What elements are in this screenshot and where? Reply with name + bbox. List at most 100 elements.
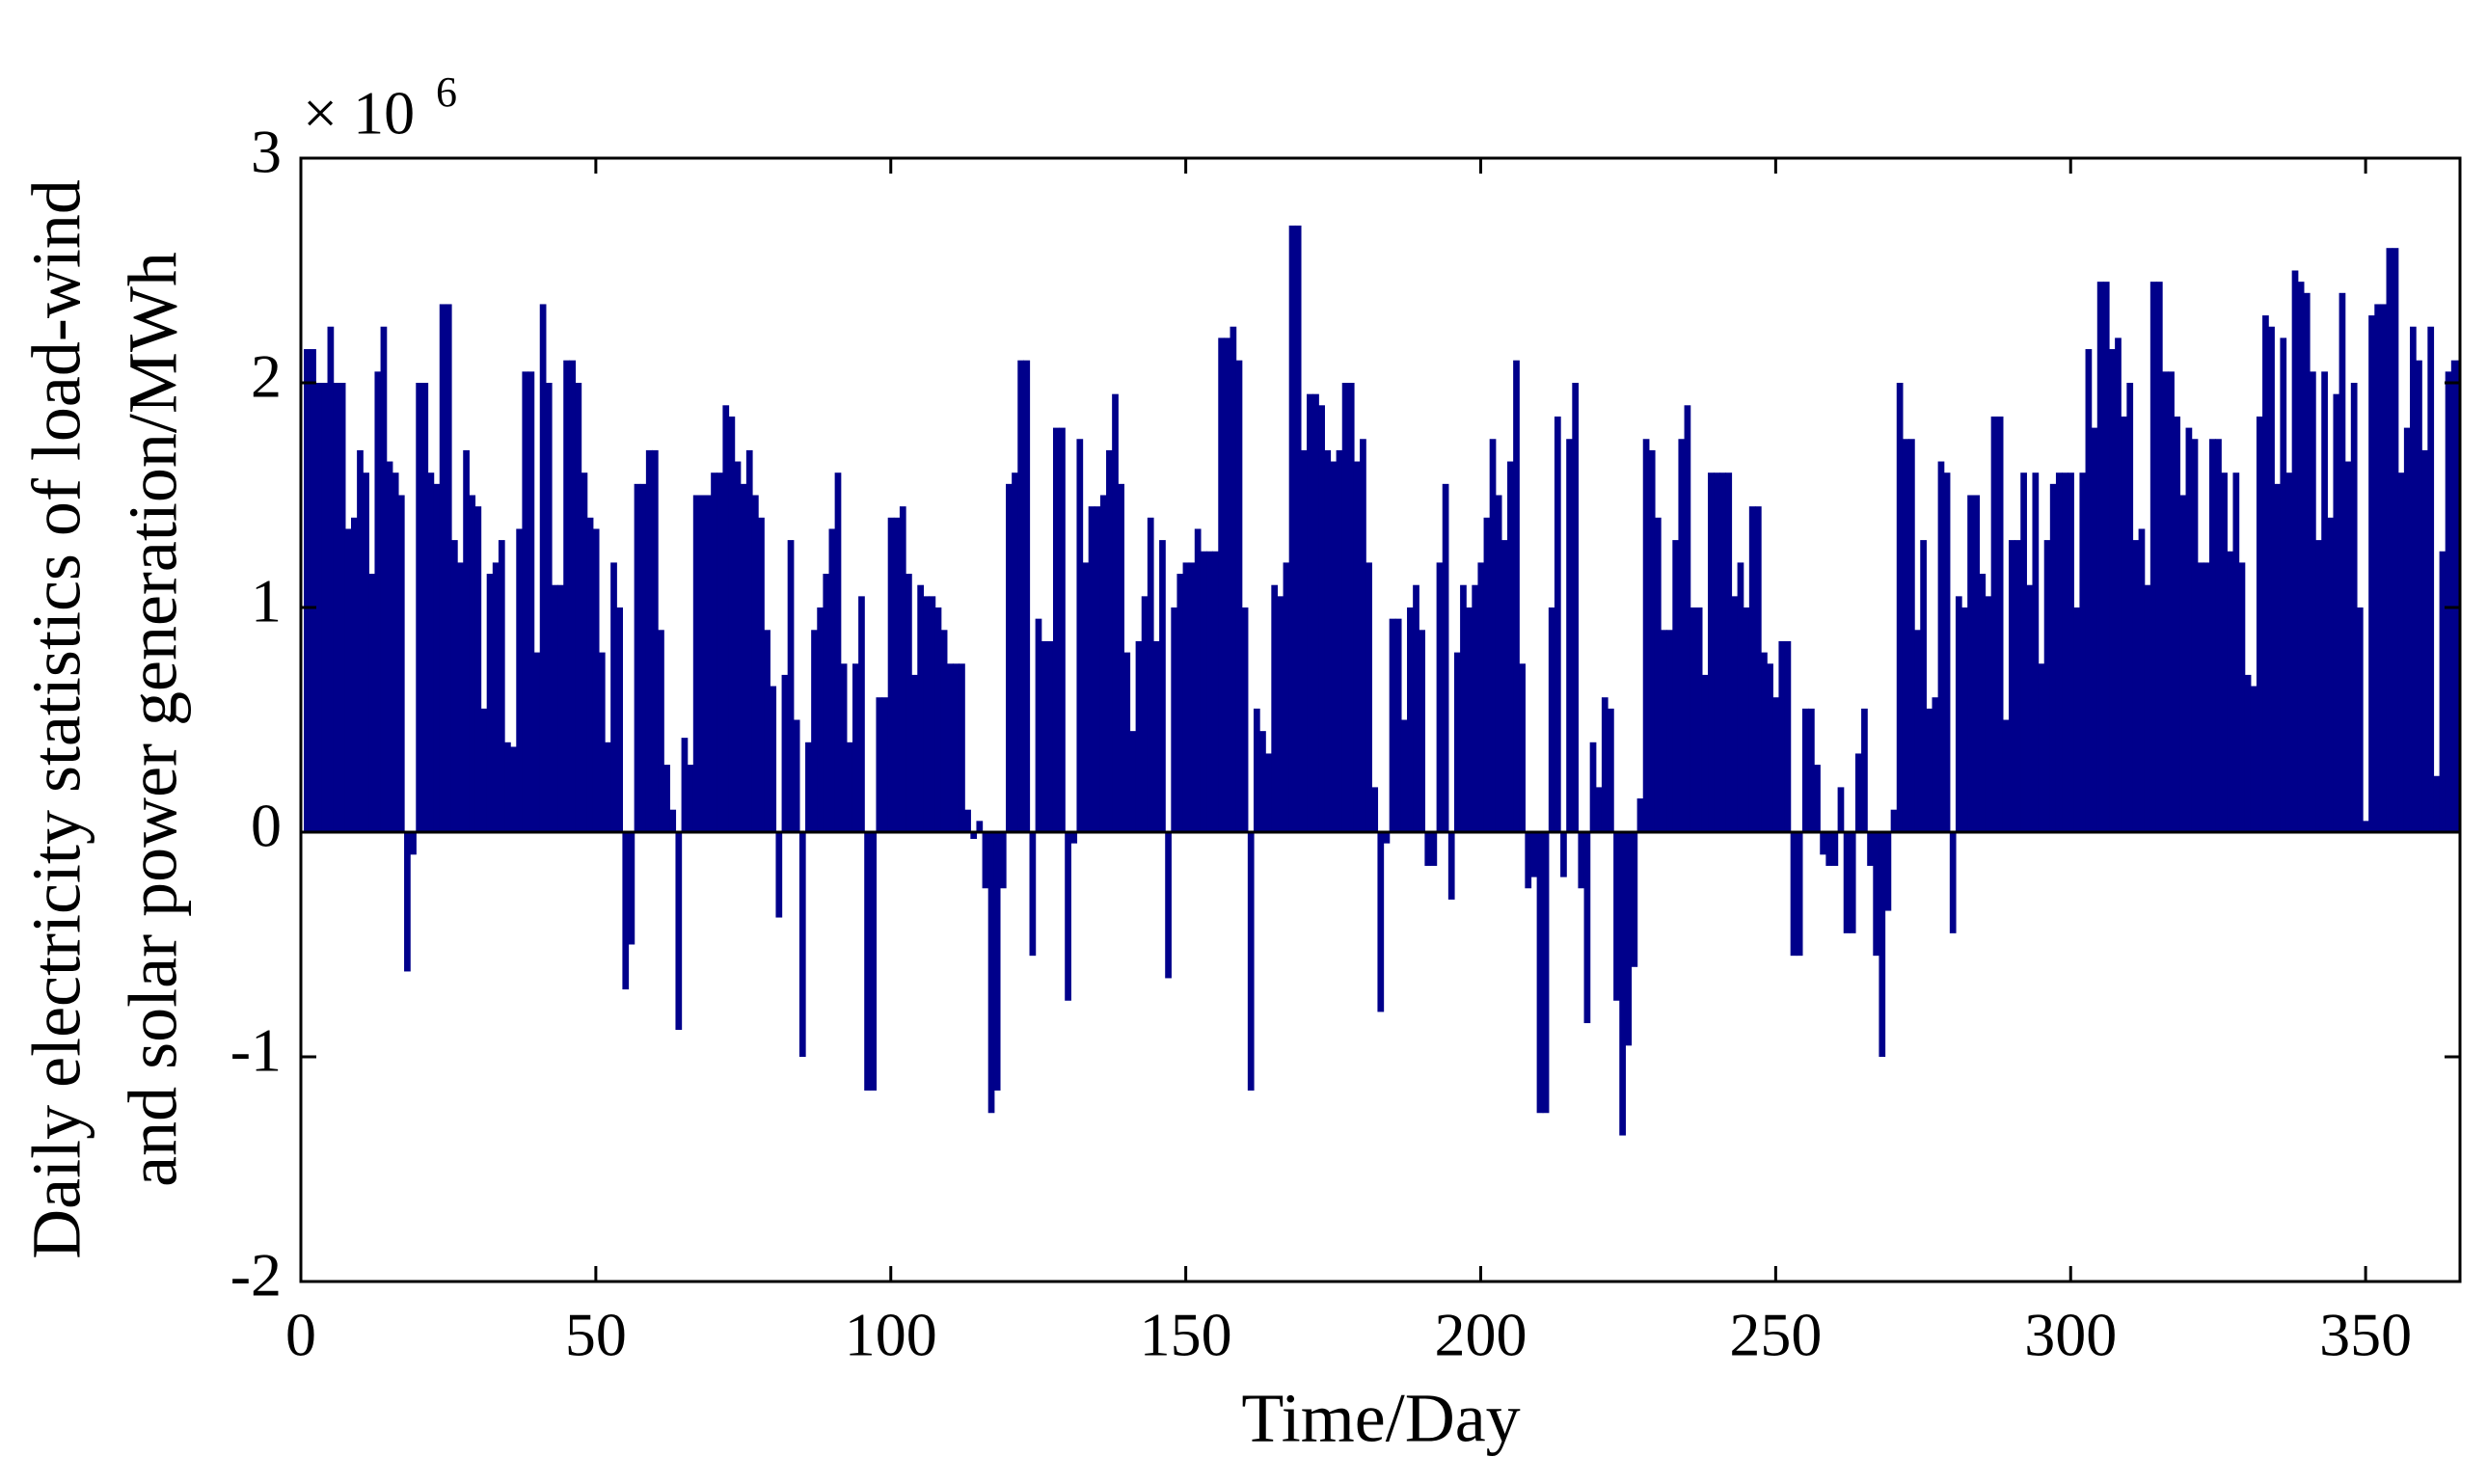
bar	[1731, 596, 1739, 832]
bar	[1082, 562, 1090, 832]
bar	[2174, 416, 2181, 832]
bar	[2439, 551, 2446, 832]
bar	[1613, 832, 1620, 1001]
bar	[1235, 360, 1243, 832]
bar	[1112, 393, 1119, 832]
bar	[2397, 472, 2405, 832]
bar	[2096, 282, 2104, 832]
bar	[1489, 439, 1497, 832]
x-tick-label: 250	[1729, 1301, 1822, 1369]
bar	[2427, 326, 2435, 832]
bar	[469, 495, 476, 832]
bar	[846, 742, 853, 832]
bar	[1648, 449, 1656, 832]
bar	[592, 528, 600, 832]
bar	[2262, 315, 2269, 833]
bar	[2032, 472, 2040, 832]
bar	[1383, 832, 1391, 844]
bar	[970, 832, 978, 839]
bar	[344, 528, 352, 832]
axis-multiplier: × 10	[303, 79, 415, 148]
bar	[692, 495, 700, 832]
bar	[1572, 383, 1580, 832]
bar	[2020, 472, 2027, 832]
bar	[1608, 708, 1614, 832]
x-tick-label: 200	[1434, 1301, 1527, 1369]
bar	[350, 517, 358, 832]
x-tick-label: 50	[565, 1301, 627, 1369]
bar	[2009, 540, 2015, 832]
bar	[1200, 551, 1207, 832]
bar	[1307, 393, 1313, 832]
bar	[1360, 439, 1366, 832]
bar	[1530, 832, 1538, 877]
bar	[1341, 383, 1349, 832]
bar	[1283, 562, 1290, 832]
bar	[2138, 528, 2146, 832]
bar	[1654, 517, 1662, 832]
bar	[2043, 540, 2051, 832]
bar	[1460, 584, 1467, 832]
bar	[1371, 787, 1379, 832]
bar	[1990, 416, 1998, 832]
bar	[545, 383, 553, 832]
bar	[1194, 528, 1202, 832]
bar	[2102, 282, 2110, 832]
bar	[581, 472, 588, 832]
bar	[2115, 337, 2122, 832]
bar	[2232, 472, 2240, 832]
bar	[745, 449, 753, 832]
bar	[1884, 832, 1892, 911]
bar	[1820, 832, 1826, 855]
bar	[1854, 753, 1862, 832]
bar	[1808, 708, 1815, 832]
bar	[2363, 821, 2369, 832]
bar	[433, 483, 441, 832]
bar	[1708, 472, 1715, 832]
x-axis-label: Time/Day	[1241, 1380, 1520, 1457]
bar	[1560, 832, 1567, 877]
bar	[605, 742, 611, 832]
bar	[610, 562, 617, 832]
bar	[1973, 495, 1981, 832]
bar	[1595, 787, 1603, 832]
bar	[793, 719, 800, 832]
bar	[1377, 832, 1385, 1012]
bar	[338, 383, 346, 832]
bar	[1483, 517, 1491, 832]
bar	[1123, 652, 1131, 832]
bar	[2256, 416, 2263, 832]
bar	[2149, 282, 2157, 832]
bar	[1253, 708, 1260, 832]
bar	[899, 506, 906, 832]
bar	[651, 449, 659, 832]
bar	[1790, 832, 1798, 957]
bar	[658, 630, 664, 832]
bar	[775, 832, 783, 918]
bar	[734, 461, 742, 832]
bar	[327, 326, 335, 832]
bar	[870, 832, 878, 1091]
bar	[993, 832, 1001, 1091]
bar	[1678, 439, 1686, 832]
bar	[1365, 562, 1372, 832]
bar	[1642, 439, 1650, 832]
bar	[1224, 337, 1231, 832]
bar	[893, 517, 901, 832]
bar	[959, 663, 965, 832]
bar	[1578, 832, 1585, 889]
bar	[2221, 472, 2228, 832]
bar	[1542, 832, 1550, 1114]
bar	[1772, 697, 1780, 832]
bar	[1914, 630, 1921, 832]
bar	[315, 383, 323, 832]
bar	[2280, 337, 2287, 832]
bar	[374, 371, 382, 832]
bar	[1867, 832, 1874, 866]
bar	[852, 663, 859, 832]
bar	[1873, 832, 1880, 957]
bar	[2179, 495, 2187, 832]
bar	[1748, 506, 1756, 832]
bar	[628, 832, 635, 945]
